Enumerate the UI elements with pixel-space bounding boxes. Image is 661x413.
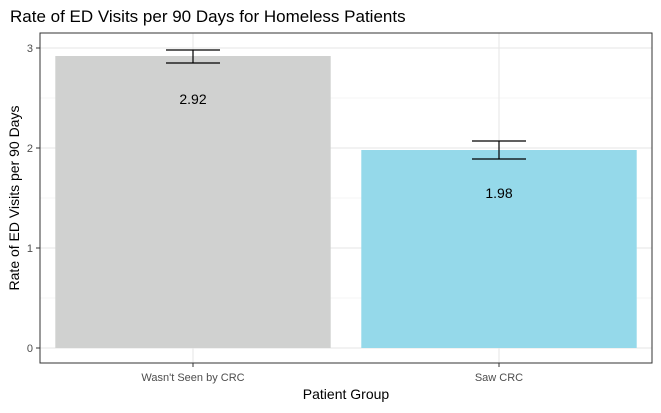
bars	[55, 56, 637, 348]
y-axis-title: Rate of ED Visits per 90 Days	[6, 106, 22, 291]
error-bars	[166, 49, 526, 160]
data-label: 1.98	[485, 185, 512, 201]
y-tick-label: 0	[27, 343, 33, 355]
x-axis-title: Patient Group	[303, 386, 390, 402]
bar	[55, 56, 331, 348]
y-tick-label: 1	[27, 243, 33, 255]
x-axis: Wasn't Seen by CRC Saw CRC	[141, 363, 523, 384]
chart-title: Rate of ED Visits per 90 Days for Homele…	[10, 7, 406, 26]
bar	[361, 150, 637, 348]
y-axis: 0 1 2 3	[27, 43, 40, 355]
y-tick-label: 2	[27, 143, 33, 155]
x-tick-label: Wasn't Seen by CRC	[141, 372, 244, 384]
plot-panel-border	[39, 32, 653, 364]
y-tick-label: 3	[27, 43, 33, 55]
data-label: 2.92	[179, 91, 206, 107]
data-labels: 2.92 1.98	[179, 91, 512, 201]
x-tick-label: Saw CRC	[475, 372, 523, 384]
